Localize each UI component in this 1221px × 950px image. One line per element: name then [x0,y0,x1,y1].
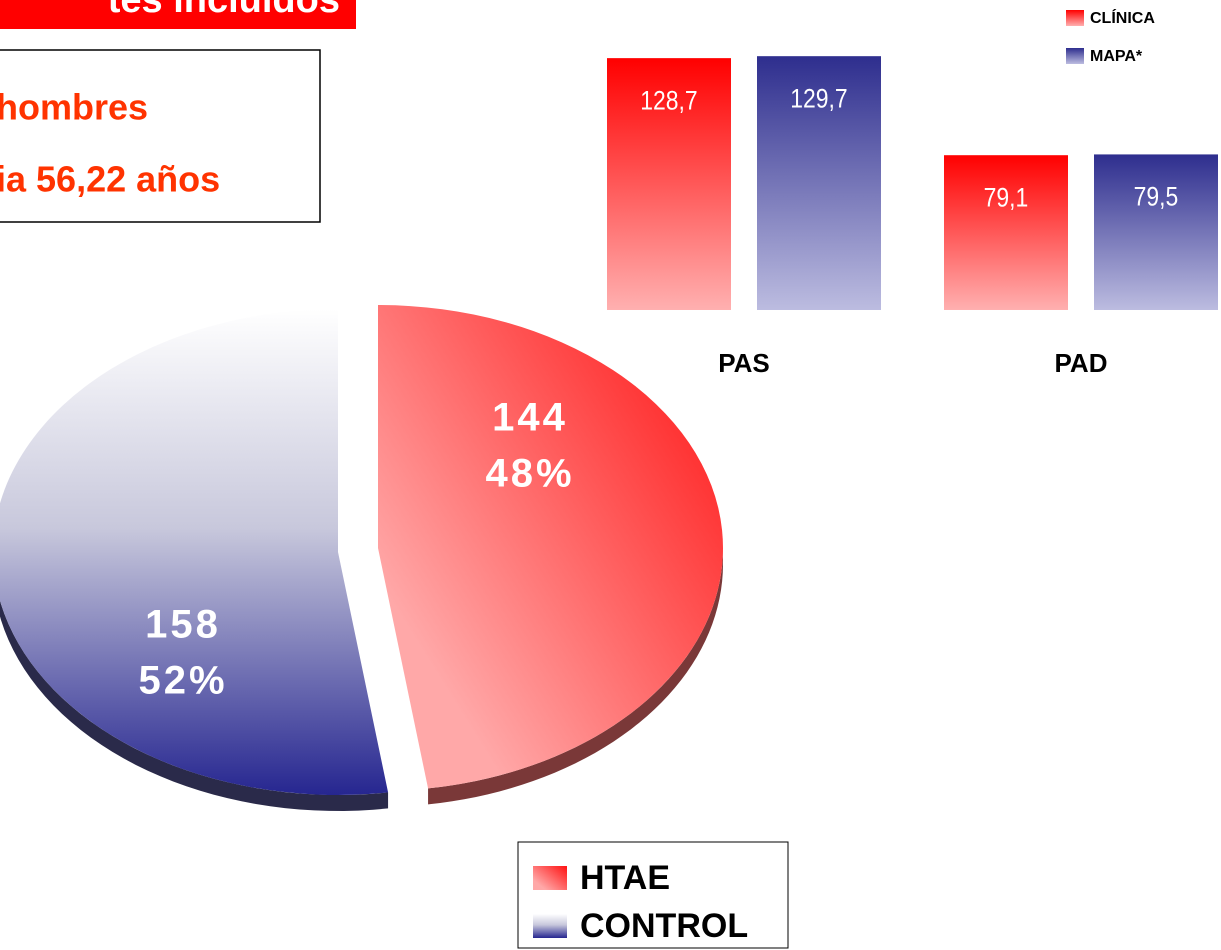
bar-value-label: 79,5 [1134,182,1179,212]
slice-value: 144 [492,396,568,440]
legend-swatch [533,866,567,890]
title: tes incluidos [108,0,340,21]
bar-value-label: 79,1 [984,183,1029,213]
title-box [0,0,356,29]
info-box [0,49,321,223]
slice-side [428,548,723,805]
slice-percent: 52% [138,659,227,703]
legend-swatch [1066,10,1084,26]
bar [607,58,731,311]
legend-label: HTAE [580,859,670,897]
info-line: hombres [0,87,148,128]
pie-slice [378,305,723,789]
slice-percent: 48% [485,452,574,496]
bar-value-label: 129,7 [790,84,847,114]
legend-swatch [533,914,567,938]
legend-label: CONTROL [580,907,748,945]
info-line: ia 56,22 años [0,159,220,200]
x-tick-label: PAD [1055,348,1108,378]
legend-label: CLÍNICA [1090,8,1155,27]
legend-label: MAPA* [1090,48,1143,65]
bar [944,155,1068,310]
x-tick-label: PAS [718,348,770,378]
bar [1094,154,1218,310]
slice-value: 158 [145,603,221,647]
bar [757,56,881,311]
legend-swatch [1066,48,1084,64]
pie-slice [0,309,389,795]
bar-value-label: 128,7 [640,86,697,116]
